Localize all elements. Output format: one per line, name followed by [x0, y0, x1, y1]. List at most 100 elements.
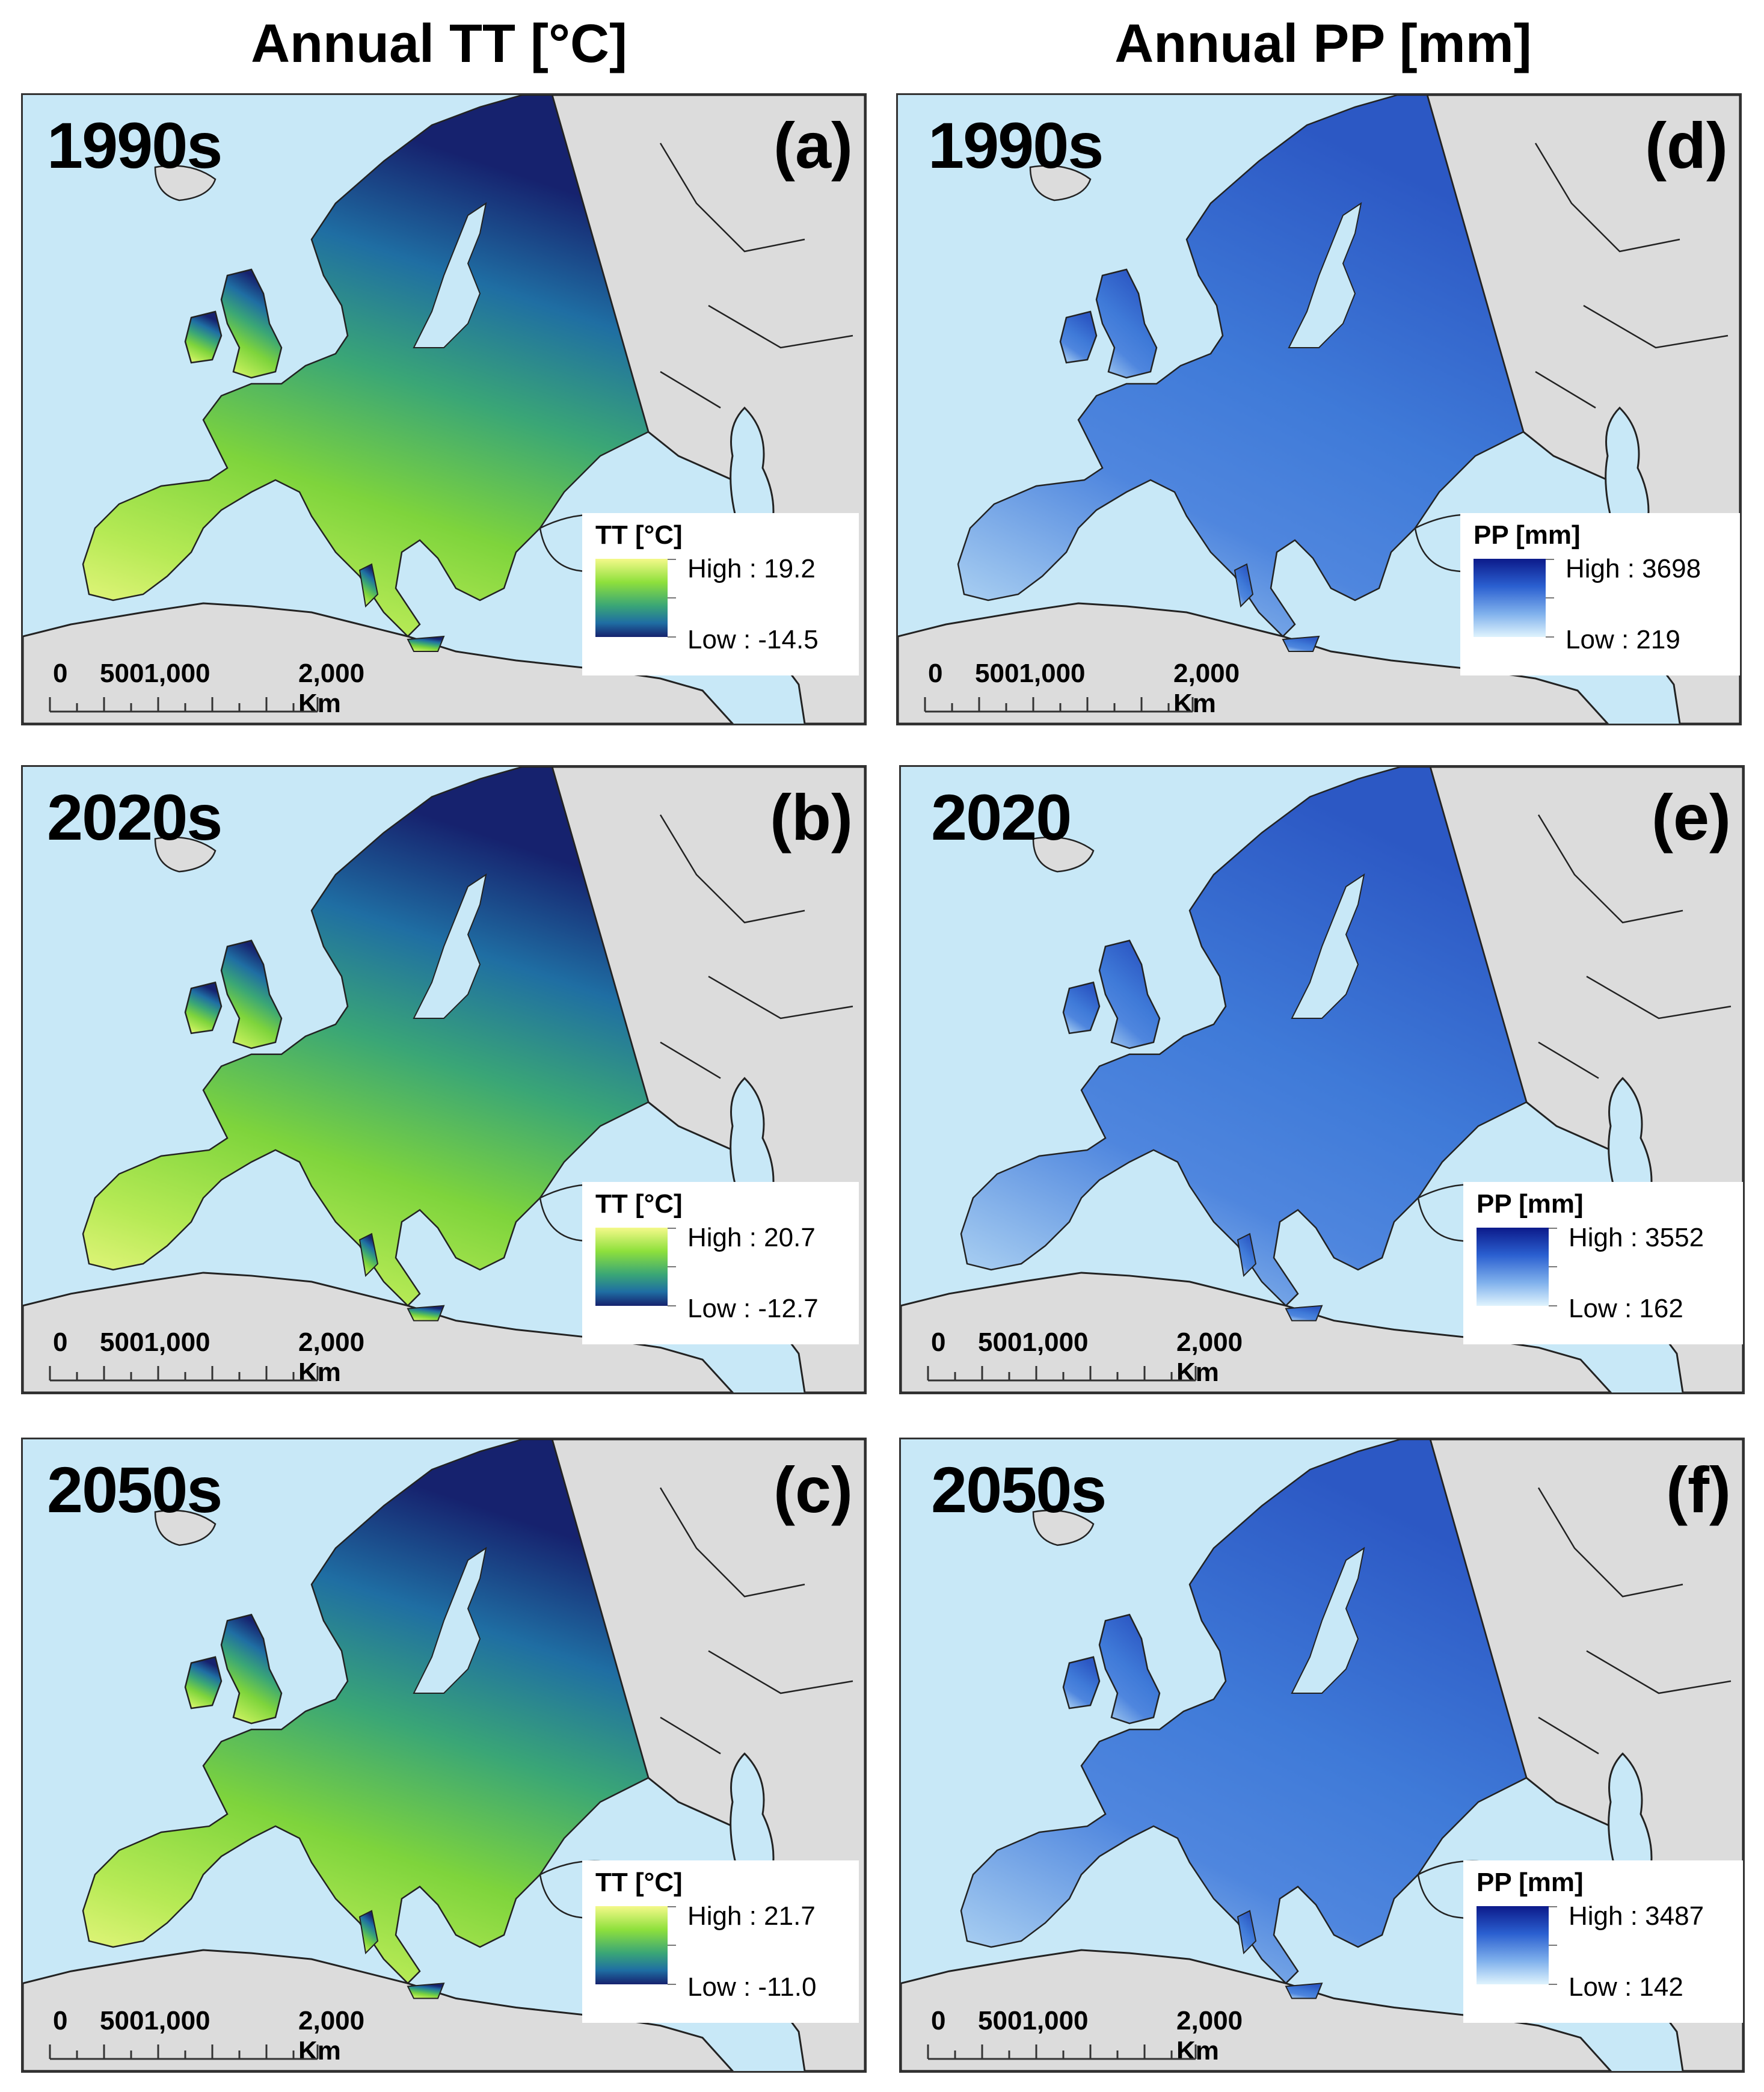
sicily: [407, 635, 445, 652]
legend-title: PP [mm]: [1477, 1868, 1584, 1897]
legend-low: Low : 219: [1566, 625, 1680, 654]
scale-end: 2,000 Km: [1176, 1327, 1243, 1387]
north-africa-land: [901, 1272, 1612, 1392]
legend-tick-mid: [668, 1945, 676, 1946]
great-britain: [1095, 268, 1158, 379]
legend-title: PP [mm]: [1474, 520, 1581, 550]
period-label: 2020s: [47, 781, 223, 854]
baltic-sea: [413, 1546, 487, 1694]
scale-zero: 0: [53, 659, 68, 688]
legend-high: High : 3698: [1566, 554, 1701, 583]
map-canvas: [23, 1439, 865, 2071]
north-africa-land: [23, 602, 734, 724]
scale-zero: 0: [53, 1327, 68, 1357]
great-britain: [220, 268, 283, 379]
great-britain: [220, 1613, 283, 1724]
ireland: [1059, 310, 1098, 364]
ireland: [184, 981, 223, 1035]
north-africa-land: [23, 1272, 734, 1392]
corsica-sardinia: [358, 1232, 379, 1278]
legend-box: TT [°C] High : 21.7 Low : -11.0: [582, 1860, 859, 2023]
iceland: [1029, 165, 1092, 202]
legend-tick-high: [1546, 559, 1554, 560]
country-borders: [659, 1487, 853, 1755]
country-borders: [1537, 814, 1732, 1079]
scale-mid: 5001,000: [978, 1327, 1089, 1357]
sicily: [407, 1305, 445, 1321]
period-label: 2050s: [47, 1453, 223, 1526]
europe-land-data: [82, 1439, 650, 1985]
legend-color-ramp: [1477, 1906, 1549, 1984]
legend-low: Low : 142: [1569, 1972, 1683, 2002]
baltic-sea: [1291, 873, 1365, 1019]
legend-tick-high: [668, 559, 676, 560]
scale-ruler: [49, 2044, 319, 2060]
legend-box: PP [mm] High : 3698 Low : 219: [1460, 513, 1740, 675]
panel-letter: (d): [1645, 109, 1728, 182]
baltic-sea: [1291, 1546, 1365, 1694]
europe-land-data: [960, 767, 1528, 1307]
europe-land-data: [82, 95, 650, 638]
scale-bar: 0 5001,000 2,000 Km: [925, 1327, 1243, 1388]
scale-ruler: [924, 697, 1194, 713]
country-borders: [1534, 143, 1729, 409]
scale-end: 2,000 Km: [1173, 659, 1240, 718]
panel-letter: (b): [770, 781, 853, 854]
great-britain: [220, 940, 283, 1050]
legend-low: Low : -12.7: [687, 1294, 819, 1323]
scale-bar: 0 5001,000 2,000 Km: [925, 2006, 1243, 2066]
corsica-sardinia: [358, 563, 379, 608]
legend-high: High : 3487: [1569, 1901, 1704, 1931]
scale-bar: 0 5001,000 2,000 Km: [47, 2006, 364, 2066]
panel-letter: (e): [1652, 781, 1731, 854]
legend-low: Low : -11.0: [687, 1972, 817, 2002]
great-britain: [1098, 1613, 1161, 1724]
legend-title: PP [mm]: [1477, 1189, 1584, 1219]
legend-tick-low: [1549, 1984, 1557, 1985]
column-title-temperature: Annual TT [°C]: [251, 14, 627, 74]
panel-letter: (f): [1666, 1453, 1731, 1526]
scale-end: 2,000 Km: [298, 2006, 365, 2066]
scale-bar: 0 5001,000 2,000 Km: [47, 659, 364, 719]
country-borders: [1537, 1487, 1732, 1755]
legend-tick-low: [668, 636, 676, 638]
panel-letter: (c): [773, 1453, 853, 1526]
iceland: [1032, 1509, 1095, 1546]
corsica-sardinia: [1237, 1232, 1257, 1278]
scale-mid: 5001,000: [975, 659, 1086, 688]
scale-end: 2,000 Km: [298, 1327, 365, 1387]
legend-tick-mid: [1546, 597, 1554, 598]
corsica-sardinia: [1234, 563, 1254, 608]
baltic-sea: [1288, 202, 1362, 348]
legend-tick-low: [1549, 1305, 1557, 1306]
sicily: [1285, 1983, 1323, 1999]
legend-color-ramp: [1474, 559, 1546, 637]
iceland: [154, 1509, 217, 1546]
legend-tick-low: [668, 1305, 676, 1306]
europe-land-data: [82, 767, 650, 1307]
scale-zero: 0: [53, 2006, 68, 2035]
scale-end: 2,000 Km: [1176, 2006, 1243, 2066]
legend-tick-high: [1549, 1906, 1557, 1907]
map-canvas: [901, 767, 1743, 1392]
legend-tick-high: [1549, 1228, 1557, 1229]
scale-ruler: [49, 1366, 319, 1382]
period-label: 2050s: [931, 1453, 1107, 1526]
legend-high: High : 20.7: [687, 1223, 816, 1252]
map-panel-c: 2050s (c) TT [°C] High : 21.7 Low : -11.…: [21, 1438, 867, 2073]
legend-box: PP [mm] High : 3552 Low : 162: [1463, 1182, 1743, 1344]
europe-land-data: [960, 1439, 1528, 1985]
map-panel-e: 2020 (e) PP [mm] High : 3552 Low : 162 0…: [899, 765, 1745, 1394]
north-africa-land: [901, 1949, 1612, 2071]
period-label: 1990s: [928, 109, 1104, 182]
column-title-precipitation: Annual PP [mm]: [1114, 14, 1532, 74]
ireland: [184, 1656, 223, 1709]
legend-title: TT [°C]: [595, 1868, 683, 1897]
legend-tick-mid: [668, 1266, 676, 1267]
scale-ruler: [927, 1366, 1197, 1382]
scale-mid: 5001,000: [100, 1327, 211, 1357]
great-britain: [1098, 940, 1161, 1050]
legend-tick-mid: [668, 597, 676, 598]
sicily: [1282, 635, 1320, 652]
legend-color-ramp: [595, 1228, 668, 1306]
